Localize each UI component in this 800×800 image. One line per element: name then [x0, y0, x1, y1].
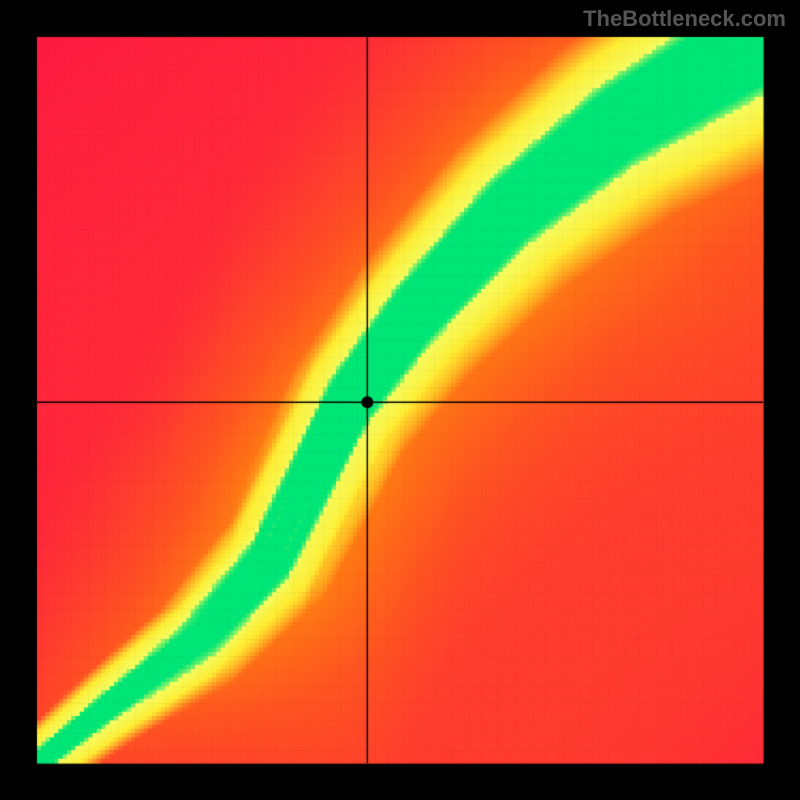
heatmap-canvas: [0, 0, 800, 800]
watermark-label: TheBottleneck.com: [583, 6, 786, 32]
chart-container: TheBottleneck.com: [0, 0, 800, 800]
